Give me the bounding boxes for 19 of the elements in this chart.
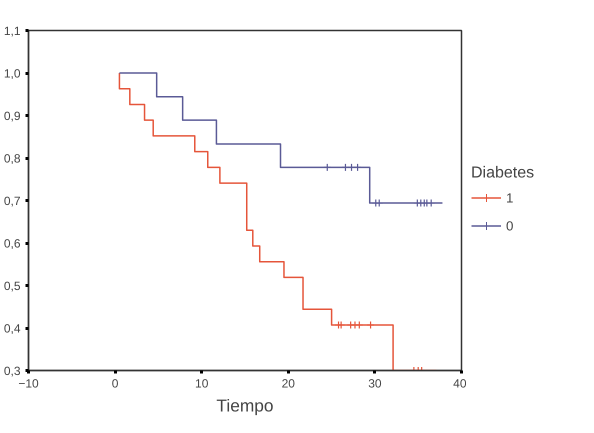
y-tick-label: 0,5 — [4, 279, 21, 293]
x-axis-title: Tiempo — [216, 396, 274, 416]
x-tick-label: 20 — [282, 376, 296, 390]
y-tick-label: 0,8 — [4, 152, 21, 166]
y-tick-label: 0,7 — [4, 194, 21, 208]
y-tick-label: 1,0 — [4, 66, 21, 80]
y-tick-label: 1,1 — [4, 24, 21, 38]
legend-label: 1 — [506, 190, 514, 205]
legend-label: 0 — [506, 218, 514, 233]
y-tick-label: 0,4 — [4, 322, 21, 336]
y-tick-label: 0,3 — [4, 364, 21, 378]
legend-title: Diabetes — [471, 164, 534, 182]
x-tick-label: 0 — [112, 376, 119, 390]
y-tick-label: 0,9 — [4, 109, 21, 123]
x-tick-label: 40 — [453, 376, 467, 390]
y-tick-label: 0,6 — [4, 236, 21, 250]
x-tick-label: 30 — [368, 376, 382, 390]
x-tick-label: 10 — [195, 376, 209, 390]
x-tick-label: −10 — [18, 376, 40, 390]
